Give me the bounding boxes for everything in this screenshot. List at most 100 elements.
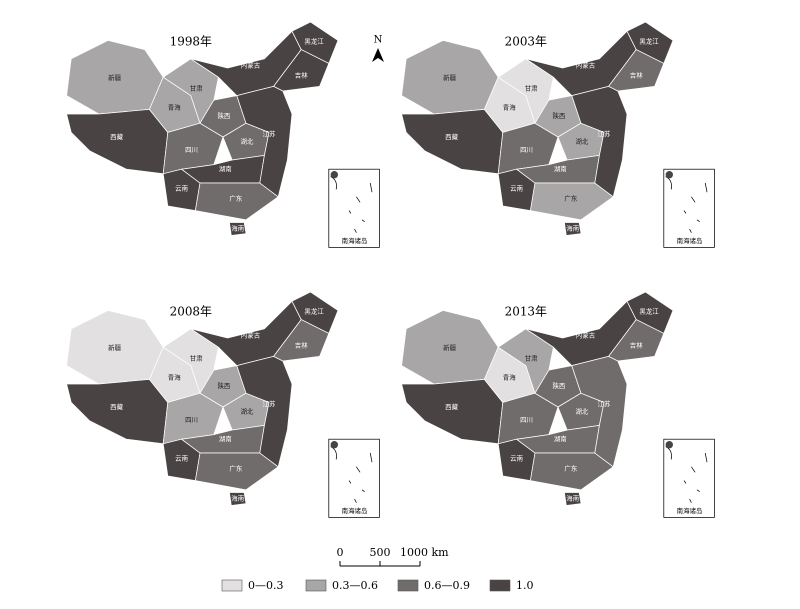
region-label: 四川 [185,146,198,154]
region-label: 西藏 [110,132,123,141]
region-label: 西藏 [445,132,458,141]
region-label: 湖南 [219,164,232,173]
region-label: 甘肃 [190,354,203,363]
region-label: 江苏 [598,129,611,138]
region [529,452,614,491]
region [571,356,628,468]
legend-label: 0—0.3 [248,579,284,592]
region [529,182,614,221]
region-label: 云南 [510,184,523,193]
region-label: 青海 [168,373,181,382]
region-label: 广东 [229,194,242,203]
region-label: 黑龙江 [639,36,659,45]
region-label: 黑龙江 [304,306,324,315]
region-label: 四川 [520,146,533,154]
inset-label: 南海诸岛 [677,236,703,245]
region-label: 西藏 [445,402,458,411]
region [626,291,674,334]
region-label: 江苏 [598,399,611,408]
region-label: 青海 [503,373,516,382]
region [236,356,293,468]
region-label: 新疆 [443,343,456,352]
north-arrow-shape [372,48,384,62]
inset-coast [330,176,373,233]
legend-label: 1.0 [516,579,534,592]
inset-island [665,441,673,449]
inset-label: 南海诸岛 [677,506,703,515]
region-label: 青海 [503,103,516,112]
region [236,86,293,198]
region-label: 甘肃 [525,84,538,93]
region-label: 湖南 [554,434,567,443]
region-label: 吉林 [295,340,308,349]
region-label: 陕西 [552,381,565,390]
region [564,222,582,236]
region [401,379,504,445]
inset-island [330,441,338,449]
scale-bar: 0 500 1000 km [337,546,449,567]
region-label: 湖南 [219,434,232,443]
region [229,222,247,236]
region-label: 西藏 [110,402,123,411]
region-label: 甘肃 [190,84,203,93]
region-label: 湖北 [575,407,588,416]
region [66,379,169,445]
region-label: 湖南 [554,164,567,173]
inset-coast [665,176,708,233]
north-label: N [374,35,383,46]
legend-swatch [397,579,419,592]
scale-label: 1000 km [400,546,449,559]
region [273,319,330,362]
region [291,21,339,64]
inset-label: 南海诸岛 [342,236,368,245]
map-year: 1998年 [170,35,212,49]
region [571,86,628,198]
region-label: 四川 [185,416,198,424]
region-label: 云南 [175,454,188,463]
region-label: 黑龙江 [304,36,324,45]
map-year: 2008年 [170,305,212,319]
inset-box [328,168,380,248]
map-year: 2003年 [505,35,547,49]
region-label: 陕西 [217,111,230,120]
inset-box [663,168,715,248]
region-label: 广东 [229,464,242,473]
region-label: 青海 [168,103,181,112]
region [66,109,169,175]
region-label: 海南 [231,224,244,233]
region-label: 海南 [566,494,579,503]
region [273,49,330,92]
region-label: 湖北 [240,137,253,146]
scale-label: 500 [370,546,391,559]
region [608,319,665,362]
inset-box [328,438,380,518]
region [291,291,339,334]
region [626,21,674,64]
inset-label: 南海诸岛 [342,506,368,515]
region [401,109,504,175]
region-label: 湖北 [240,407,253,416]
region-label: 江苏 [263,129,276,138]
inset-island [665,171,673,179]
legend-swatch [221,579,243,592]
region-label: 海南 [231,494,244,503]
region-label: 陕西 [217,381,230,390]
scale-label: 0 [337,546,344,559]
legend-swatch [305,579,327,592]
region-label: 四川 [520,416,533,424]
region-label: 吉林 [295,70,308,79]
legend-label: 0.3—0.6 [332,579,378,592]
region-label: 吉林 [630,70,643,79]
region-label: 新疆 [108,73,121,82]
region [229,492,247,506]
region-label: 新疆 [443,73,456,82]
inset-box [663,438,715,518]
region-label: 甘肃 [525,354,538,363]
region-label: 内蒙古 [576,61,596,70]
map-year: 2013年 [505,305,547,319]
